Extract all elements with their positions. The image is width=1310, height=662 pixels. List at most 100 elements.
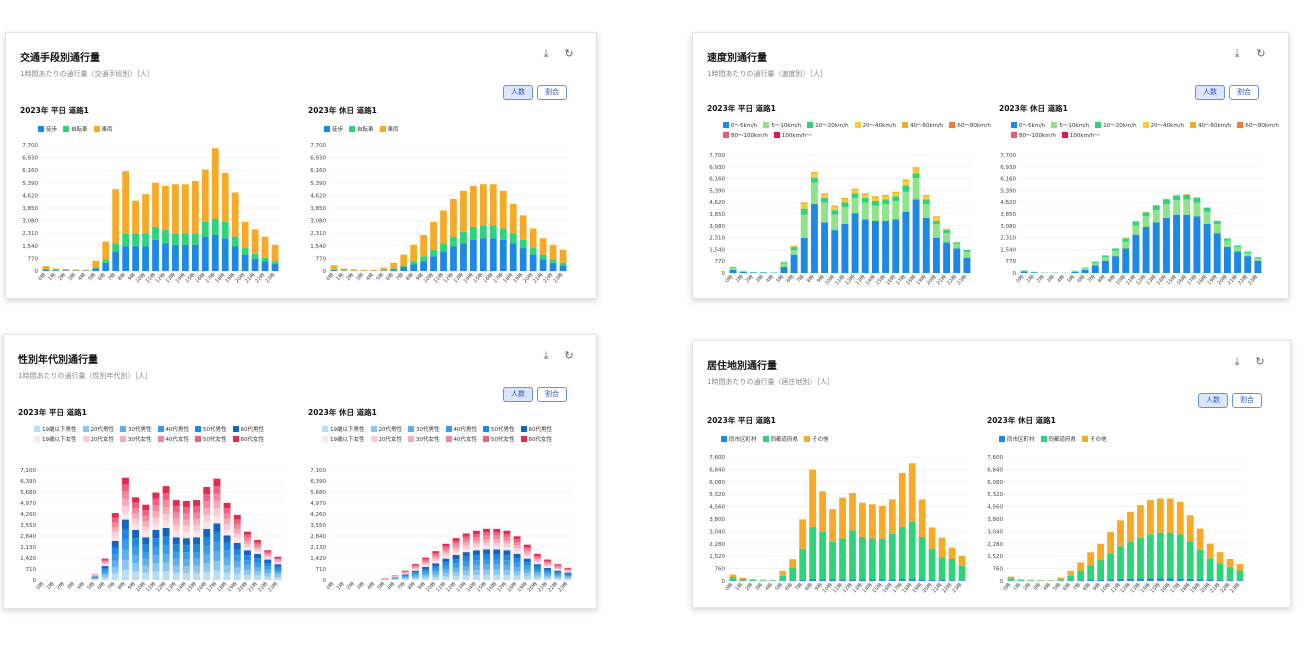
bar-segment xyxy=(152,554,160,564)
legend-item[interactable]: 40代男性 xyxy=(445,425,477,435)
bar-segment xyxy=(172,512,180,519)
legend-item[interactable]: 30代男性 xyxy=(120,425,152,435)
legend-item[interactable]: 60代女性 xyxy=(232,435,264,445)
bar-segment xyxy=(513,536,521,540)
download-icon[interactable]: ⤓ xyxy=(1234,355,1240,368)
legend-item[interactable]: その他 xyxy=(1082,435,1107,445)
people-toggle-button[interactable]: 人数 xyxy=(503,85,533,100)
people-toggle-button[interactable]: 人数 xyxy=(1198,393,1228,408)
legend-item[interactable]: 80〜100km/h xyxy=(723,131,768,141)
bar-segment xyxy=(411,578,419,580)
legend-item[interactable]: 自転車 xyxy=(349,125,374,135)
bar-segment xyxy=(1156,578,1164,581)
legend-item[interactable]: 30代女性 xyxy=(408,435,440,445)
legend-item[interactable]: 40代女性 xyxy=(157,435,189,445)
bar-segment xyxy=(432,557,440,560)
legend-item[interactable]: 20代男性 xyxy=(82,425,114,435)
legend-item[interactable]: 同市区町村 xyxy=(999,435,1035,445)
legend-item[interactable]: 100km/h〜 xyxy=(1061,131,1100,141)
legend-item[interactable]: 60代男性 xyxy=(232,425,264,435)
legend-item[interactable]: 19歳以下男性 xyxy=(322,425,365,435)
legend-swatch xyxy=(408,436,414,442)
legend-item[interactable]: その他 xyxy=(804,435,829,445)
legend-item[interactable]: 20代女性 xyxy=(82,435,114,445)
bar-segment xyxy=(142,194,149,234)
legend-item[interactable]: 徒歩 xyxy=(38,125,57,135)
bar-segment xyxy=(948,547,956,559)
legend-item[interactable]: 50代女性 xyxy=(483,435,515,445)
ratio-toggle-button[interactable]: 割合 xyxy=(1229,85,1259,100)
legend-item[interactable]: 10〜20km/h xyxy=(1095,121,1137,131)
legend-item[interactable]: 19歳以下男性 xyxy=(34,425,77,435)
legend-item[interactable]: 同都道府県 xyxy=(1040,435,1076,445)
legend-item[interactable]: 30代男性 xyxy=(408,425,440,435)
refresh-icon[interactable]: ↻ xyxy=(564,47,574,60)
legend-item[interactable]: 車両 xyxy=(379,125,399,135)
bar-segment xyxy=(912,173,920,178)
legend-item[interactable]: 60〜80km/h xyxy=(1237,121,1279,131)
y-tick-label: 2,310 xyxy=(1000,236,1016,242)
bar-segment xyxy=(523,553,531,557)
legend-item[interactable]: 0〜5km/h xyxy=(1011,121,1045,131)
legend-item[interactable]: 5〜10km/h xyxy=(763,121,801,131)
legend-item[interactable]: 車両 xyxy=(93,125,113,135)
bar-segment xyxy=(231,246,239,271)
bar-segment xyxy=(892,193,900,197)
people-toggle-button[interactable]: 人数 xyxy=(1195,85,1225,100)
legend-item[interactable]: 40代女性 xyxy=(445,435,477,445)
download-icon[interactable]: ⤓ xyxy=(1234,47,1240,60)
bar-segment xyxy=(440,251,447,271)
y-tick-label: 2,130 xyxy=(310,545,326,551)
legend-item[interactable]: 20〜40km/h xyxy=(1142,121,1184,131)
ratio-toggle-button[interactable]: 割合 xyxy=(1232,393,1262,408)
legend-item[interactable]: 19歳以下女性 xyxy=(322,435,365,445)
bar-segment xyxy=(410,261,418,265)
legend-item[interactable]: 5〜10km/h xyxy=(1051,121,1089,131)
legend-item[interactable]: 60代男性 xyxy=(520,425,552,435)
legend-item[interactable]: 80〜100km/h xyxy=(1011,131,1056,141)
y-tick-label: 5,320 xyxy=(987,492,1003,498)
refresh-icon[interactable]: ↻ xyxy=(1255,355,1265,368)
y-tick-label: 2,310 xyxy=(22,231,38,237)
legend-item[interactable]: 30代女性 xyxy=(120,435,152,445)
people-toggle-button[interactable]: 人数 xyxy=(503,387,533,402)
legend-label: 100km/h〜 xyxy=(1069,133,1100,139)
legend-item[interactable]: 20代女性 xyxy=(370,435,402,445)
legend-item[interactable]: 同都道府県 xyxy=(762,435,798,445)
bar-segment xyxy=(1077,580,1085,581)
x-tick-label: 7時 xyxy=(107,272,117,282)
bar-segment xyxy=(1107,579,1114,581)
refresh-icon[interactable]: ↻ xyxy=(1256,47,1266,60)
legend-swatch xyxy=(195,436,201,442)
legend-item[interactable]: 10〜20km/h xyxy=(807,121,849,131)
y-tick-label: 4,260 xyxy=(20,512,36,518)
ratio-toggle-button[interactable]: 割合 xyxy=(537,387,567,402)
bar-segment xyxy=(829,509,836,542)
legend-item[interactable]: 60〜80km/h xyxy=(949,121,991,131)
legend-item[interactable]: 同市区町村 xyxy=(721,435,757,445)
x-tick-label: 7時 xyxy=(1072,582,1082,592)
download-icon[interactable]: ⤓ xyxy=(543,47,549,60)
legend-item[interactable]: 19歳以下女性 xyxy=(34,435,77,445)
x-tick-label: 22時 xyxy=(941,582,953,594)
legend-item[interactable]: 100km/h〜 xyxy=(773,131,812,141)
ratio-toggle-button[interactable]: 割合 xyxy=(537,85,567,100)
refresh-icon[interactable]: ↻ xyxy=(564,349,574,362)
download-icon[interactable]: ⤓ xyxy=(543,349,549,362)
bar-segment xyxy=(411,565,419,567)
bar-segment xyxy=(544,577,552,580)
bar-segment xyxy=(142,520,150,527)
legend-item[interactable]: 0〜5km/h xyxy=(723,121,757,131)
legend-item[interactable]: 自転車 xyxy=(63,125,88,135)
legend-item[interactable]: 20〜40km/h xyxy=(854,121,896,131)
legend-item[interactable]: 徒歩 xyxy=(324,125,343,135)
legend-item[interactable]: 40〜60km/h xyxy=(1190,121,1231,131)
legend-item[interactable]: 40〜60km/h xyxy=(902,121,943,131)
legend-item[interactable]: 50代男性 xyxy=(483,425,515,435)
bar-segment xyxy=(223,519,231,525)
legend-item[interactable]: 40代男性 xyxy=(157,425,189,435)
legend-item[interactable]: 20代男性 xyxy=(370,425,402,435)
legend-item[interactable]: 50代女性 xyxy=(195,435,227,445)
legend-item[interactable]: 50代男性 xyxy=(195,425,227,435)
legend-item[interactable]: 60代女性 xyxy=(520,435,552,445)
